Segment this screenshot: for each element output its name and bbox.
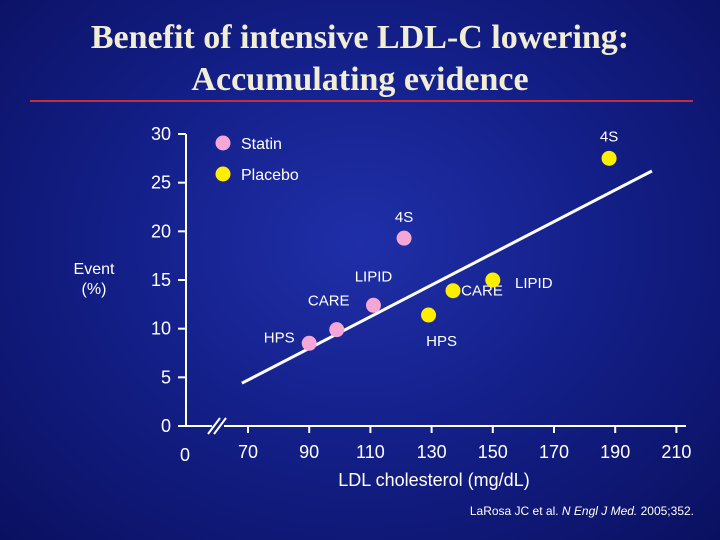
citation: LaRosa JC et al. N Engl J Med. 2005;352. [470,504,694,518]
x-tick-label: 70 [238,442,258,462]
axis-break-mark [207,417,221,435]
statin-point-care [329,322,345,338]
statin-point-hps [301,335,317,351]
y-tick-label: 5 [161,367,171,387]
placebo-point-care [445,283,461,299]
data-label-4s: 4S [395,209,413,226]
data-label-lipid: LIPID [355,268,393,285]
slide-title-line2: Accumulating evidence [191,61,529,98]
data-label-hps: HPS [426,333,457,350]
x-axis-label: LDL cholesterol (mg/dL) [338,470,530,490]
placebo-point-hps [421,307,437,323]
statin-point-4s [396,230,412,246]
x-tick-label: 190 [600,442,630,462]
data-label-lipid: LIPID [515,275,553,292]
slide-title-line1: Benefit of intensive LDL-C lowering: [90,19,630,56]
y-tick-label: 0 [161,416,171,436]
data-label-care: CARE [308,293,350,310]
x-tick-label: 110 [356,442,385,462]
y-tick-label: 15 [151,270,171,290]
title-divider [30,100,693,102]
y-axis-label: Event (%) [58,260,130,300]
y-axis-label-line1: Event [73,261,115,278]
x-tick-label: 210 [661,442,691,462]
x-tick-label: 130 [417,442,447,462]
legend-label-placebo: Placebo [241,167,299,184]
legend-marker-placebo [215,166,231,182]
y-tick-label: 30 [151,124,171,144]
y-tick-label: 10 [151,319,171,339]
x-tick-label: 170 [539,442,569,462]
data-label-4s: 4S [600,128,618,145]
citation-authors: LaRosa JC et al. [469,504,562,518]
x-tick-label: 150 [478,442,508,462]
trend-line [241,169,653,385]
statin-point-lipid [365,297,381,313]
legend-marker-statin [215,135,231,151]
axis-break-mark [213,417,227,435]
placebo-point-4s [601,150,617,166]
data-label-hps: HPS [264,329,295,346]
legend-label-statin: Statin [241,136,282,153]
x-tick-label: 90 [299,442,319,462]
citation-journal: N Engl J Med. [561,504,638,518]
y-tick-label: 25 [151,173,171,193]
citation-year: 2005;352. [637,504,694,518]
y-tick-label: 20 [151,221,171,241]
x-tick-label: 0 [180,445,190,465]
y-axis-label-line2: (%) [81,281,107,298]
placebo-point-lipid [485,272,501,288]
